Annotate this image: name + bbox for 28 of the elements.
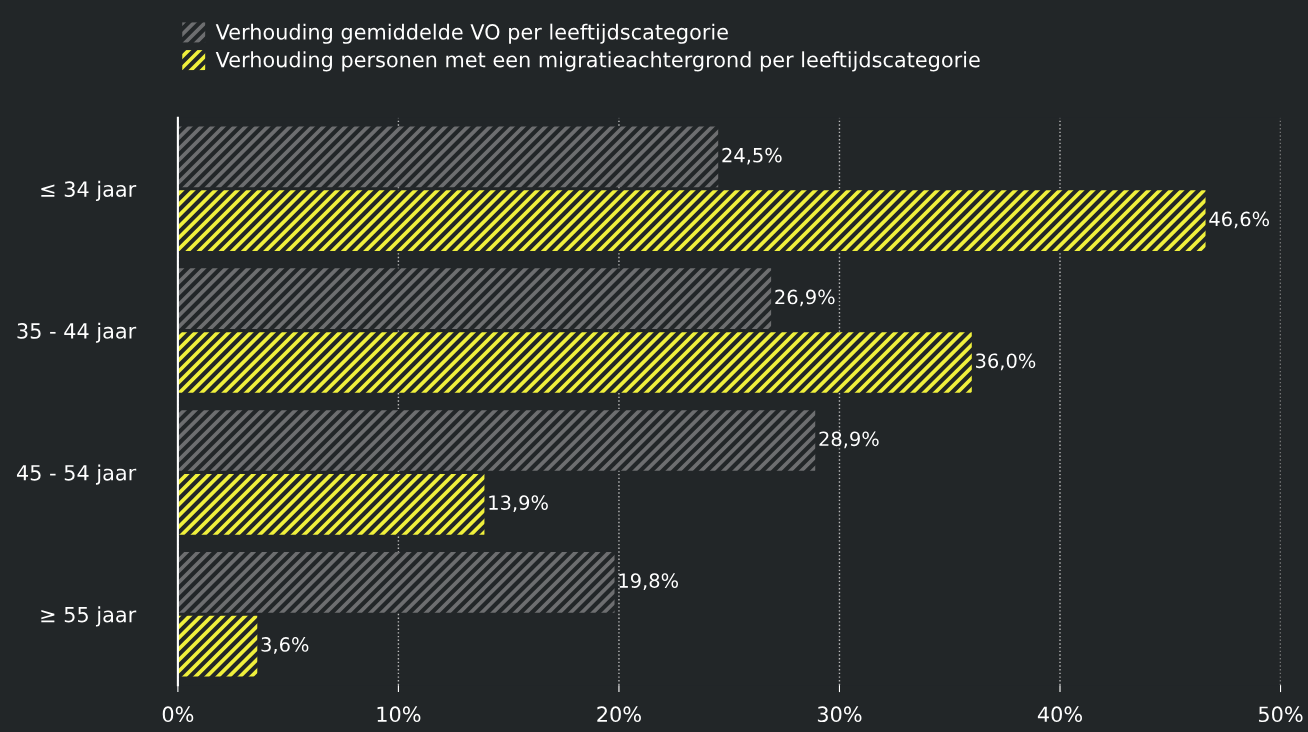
data-label: 19,8% — [619, 573, 679, 590]
legend-label: Verhouding gemiddelde VO per leeftijdscategorie — [215, 23, 728, 44]
bar — [177, 332, 972, 393]
data-label: 36,0% — [976, 353, 1036, 371]
x-tick-label: 10% — [377, 706, 421, 723]
y-tick-label: ≥ 55 jaar — [41, 606, 137, 627]
bar — [177, 474, 485, 535]
bar — [177, 552, 615, 613]
data-label: 28,9% — [819, 431, 879, 449]
bar — [177, 410, 816, 471]
y-tick-label: 45 - 54 jaar — [16, 464, 137, 485]
x-tick-label: 0% — [162, 706, 194, 723]
bar — [177, 615, 258, 677]
bar — [177, 268, 772, 329]
x-tick-label: 40% — [1037, 706, 1083, 723]
y-tick-label: 35 - 44 jaar — [17, 322, 137, 343]
bar — [177, 126, 719, 188]
data-label: 26,9% — [775, 289, 835, 307]
x-tick-label: 20% — [597, 706, 641, 723]
legend-label: Verhouding personen met een migratieachtergrond per leeftijdscategorie — [215, 51, 980, 72]
y-tick-label: ≤ 34 jaar — [41, 180, 137, 202]
x-tick-label: 50% — [1258, 706, 1303, 723]
bar — [177, 190, 1206, 251]
data-label: 24,5% — [722, 147, 782, 165]
data-label: 13,9% — [489, 495, 548, 512]
data-label: 46,6% — [1209, 211, 1270, 229]
data-label: 3,6% — [261, 637, 309, 654]
x-tick-label: 30% — [817, 706, 862, 723]
